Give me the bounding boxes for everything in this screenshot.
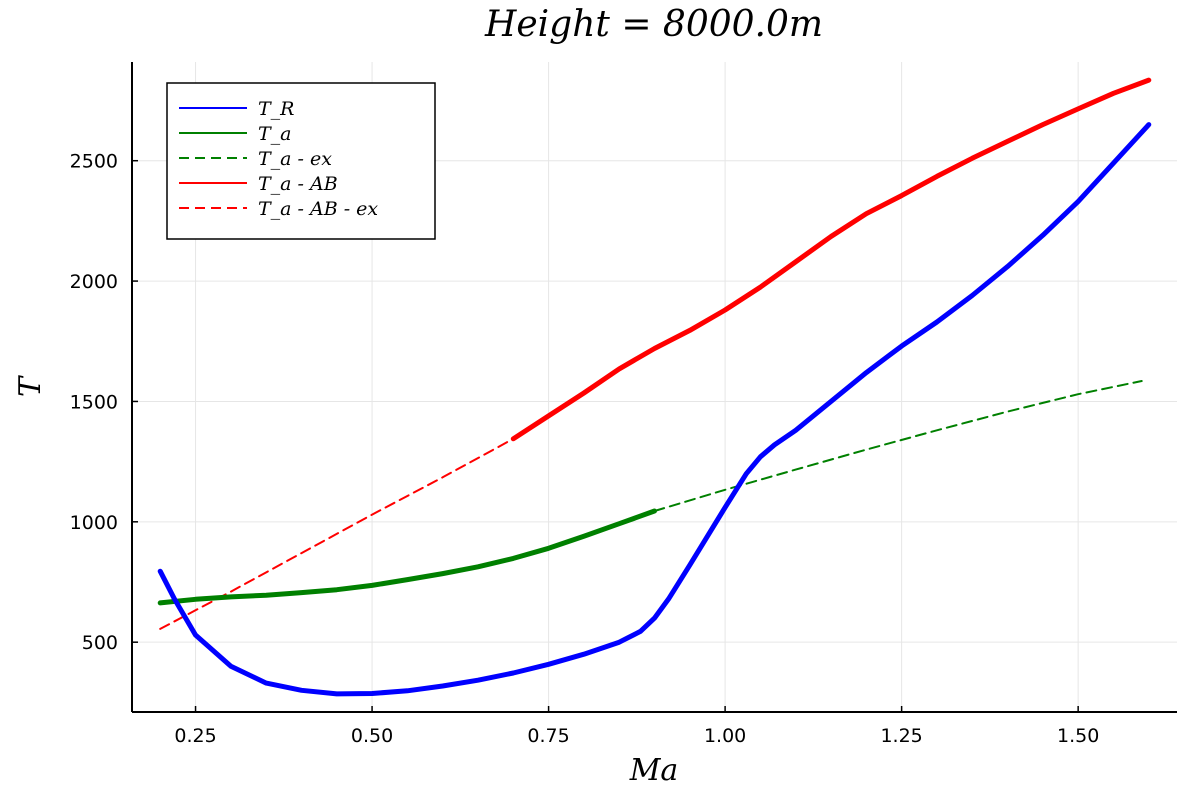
legend-label-t-a: T_a: [258, 123, 292, 145]
x-tick-label: 0.50: [351, 725, 393, 747]
x-tick-label: 1.00: [704, 725, 746, 747]
series-line-t-a-ab: [510, 77, 1152, 442]
series-group: [157, 77, 1152, 697]
legend: T_R T_a T_a - ex T_a - AB T_a - AB - ex: [166, 82, 436, 240]
legend-label-t-r: T_R: [258, 98, 294, 120]
ticks: 0.25 0.50 0.75 1.00 1.25 1.50 500 1000 1500 2000 2…: [70, 151, 1100, 747]
legend-label-t-a-ab-ex: T_a - AB - ex: [258, 198, 378, 220]
x-tick-label: 1.25: [880, 725, 922, 747]
x-axis-title: Ma: [629, 753, 679, 788]
y-tick-label: 2500: [70, 151, 118, 173]
x-tick-label: 1.50: [1057, 725, 1099, 747]
x-tick-label: 0.25: [174, 725, 216, 747]
y-tick-label: 1000: [70, 512, 118, 534]
series-line-t-a: [157, 508, 657, 606]
y-axis-title: T: [13, 375, 48, 397]
y-tick-label: 1500: [70, 391, 118, 413]
axes: [131, 62, 1177, 713]
series-line-t-a-ex: [653, 380, 1143, 512]
y-tick-label: 2000: [70, 271, 118, 293]
chart-title: Height = 8000.0m: [484, 4, 823, 45]
series-line-t-r: [157, 122, 1152, 697]
x-tick-label: 0.75: [527, 725, 569, 747]
legend-label-t-a-ex: T_a - ex: [258, 148, 332, 170]
legend-label-t-a-ab: T_a - AB: [258, 173, 338, 195]
y-tick-label: 500: [82, 632, 118, 654]
